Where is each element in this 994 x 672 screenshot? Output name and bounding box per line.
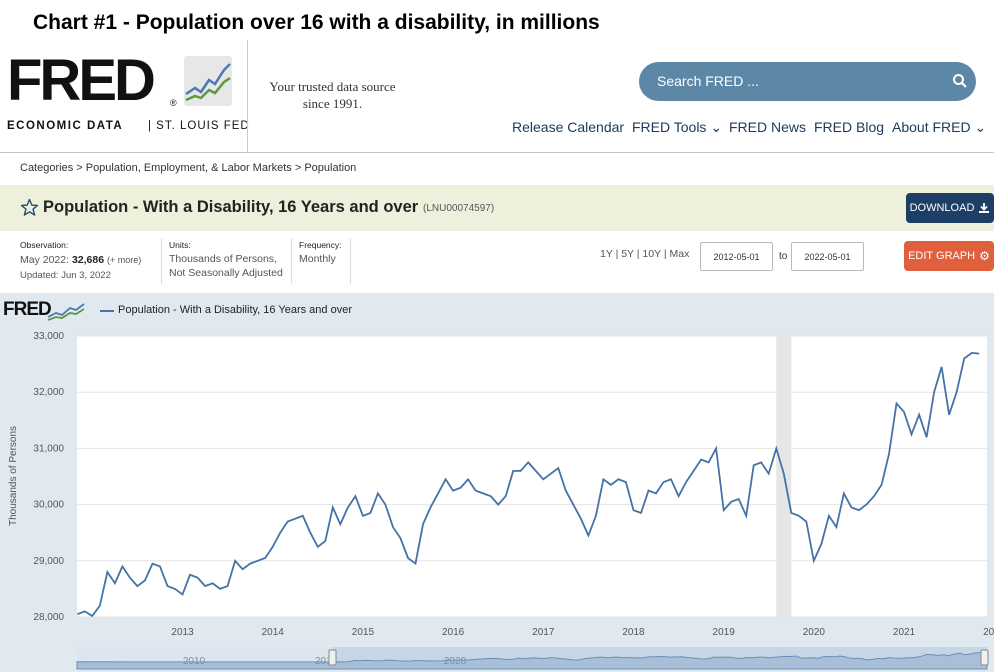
st-louis-fed-label: | ST. LOUIS FED (148, 120, 250, 132)
legend-label: Population - With a Disability, 16 Years… (118, 304, 352, 316)
nav-fred-blog[interactable]: FRED Blog (814, 119, 885, 135)
meta-divider (291, 238, 292, 284)
start-date-input[interactable]: 2012-05-01 (700, 242, 773, 271)
x-tick-label: 2022 (983, 627, 994, 638)
nav-fred-tools[interactable]: FRED Tools ⌄ (632, 119, 723, 135)
y-tick-label: 31,000 (33, 443, 64, 454)
star-icon[interactable] (20, 198, 39, 217)
header-divider (247, 40, 248, 152)
search-placeholder[interactable]: Search FRED ... (657, 73, 759, 89)
x-tick-label: 2016 (442, 627, 465, 638)
navigator-year-label: 2020 (444, 656, 467, 667)
download-icon (979, 203, 990, 213)
nav-fred-news[interactable]: FRED News (729, 119, 807, 135)
registered-mark: ® (170, 98, 177, 108)
navigator-year-label: 2015 (315, 656, 338, 667)
economic-data-label: ECONOMIC DATA (7, 120, 124, 132)
y-tick-label: 32,000 (33, 387, 64, 398)
x-tick-label: 2017 (532, 627, 555, 638)
navigator-year-label: 2010 (183, 656, 206, 667)
breadcrumb[interactable]: Categories > Population, Employment, & L… (20, 162, 357, 174)
observation-date: May 2022: (20, 254, 70, 266)
series-line[interactable] (76, 351, 980, 618)
x-tick-label: 2015 (352, 627, 375, 638)
frequency-value: Monthly (299, 253, 336, 265)
meta-divider (350, 238, 351, 284)
y-tick-label: 33,000 (33, 331, 64, 342)
gear-icon: ⚙ (979, 249, 990, 263)
y-tick-label: 30,000 (33, 500, 64, 511)
units-value-1: Thousands of Persons, (169, 253, 277, 265)
graph-logo-icon (47, 303, 85, 321)
fred-logo[interactable]: FRED (7, 48, 156, 113)
to-label: to (779, 251, 788, 262)
chart-caption: Chart #1 - Population over 16 with a dis… (33, 11, 600, 34)
nav-about-fred[interactable]: About FRED ⌄ (892, 119, 987, 135)
observation-number: 32,686 (71, 254, 105, 266)
series-title-bar (0, 185, 994, 231)
header-rule (0, 152, 994, 153)
nav-release-calendar[interactable]: Release Calendar (512, 119, 625, 135)
navigator-right-handle[interactable] (980, 649, 989, 666)
observation-label: Observation: (20, 240, 69, 250)
end-date-input[interactable]: 2022-05-01 (791, 242, 864, 271)
edit-graph-button[interactable]: EDIT GRAPH ⚙ (904, 241, 994, 271)
plot-area[interactable] (77, 336, 987, 617)
tagline: Your trusted data source since 1991. (255, 78, 410, 112)
x-tick-label: 2013 (171, 627, 194, 638)
y-tick-label: 29,000 (33, 556, 64, 567)
logo-chart-icon[interactable] (184, 56, 232, 106)
search-icon[interactable] (952, 73, 968, 89)
download-button[interactable]: DOWNLOAD (906, 193, 994, 223)
legend-swatch (100, 310, 114, 312)
observation-more-link[interactable]: (+ more) (107, 255, 142, 265)
navigator-left-handle[interactable] (328, 649, 337, 666)
units-value-2: Not Seasonally Adjusted (169, 267, 283, 279)
navigator-series (76, 652, 988, 670)
x-tick-label: 2014 (262, 627, 285, 638)
updated-date: Updated: Jun 3, 2022 (20, 270, 111, 281)
graph-fred-logo: FRED (3, 299, 52, 320)
download-label: DOWNLOAD (909, 202, 975, 214)
series-title: Population - With a Disability, 16 Years… (43, 198, 419, 216)
meta-divider (161, 238, 162, 284)
line-chart[interactable]: 28,000 29,000 30,000 31,000 32,000 33,000 201… (0, 325, 994, 672)
x-tick-label: 2018 (622, 627, 645, 638)
observation-value: May 2022: 32,686 (+ more) (20, 253, 141, 267)
tagline-line-1: Your trusted data source (269, 79, 396, 94)
search-input[interactable] (639, 62, 976, 101)
frequency-label: Frequency: (299, 240, 342, 250)
x-tick-label: 2021 (893, 627, 916, 638)
edit-graph-label: EDIT GRAPH (908, 250, 976, 262)
y-tick-label: 28,000 (33, 612, 64, 623)
x-tick-label: 2020 (803, 627, 826, 638)
y-axis-label: Thousands of Persons (8, 426, 19, 526)
tagline-line-2: since 1991. (302, 96, 363, 111)
x-tick-label: 2019 (713, 627, 736, 638)
units-label: Units: (169, 240, 191, 250)
series-id: (LNU00074597) (423, 203, 495, 214)
range-links[interactable]: 1Y | 5Y | 10Y | Max (600, 248, 690, 260)
